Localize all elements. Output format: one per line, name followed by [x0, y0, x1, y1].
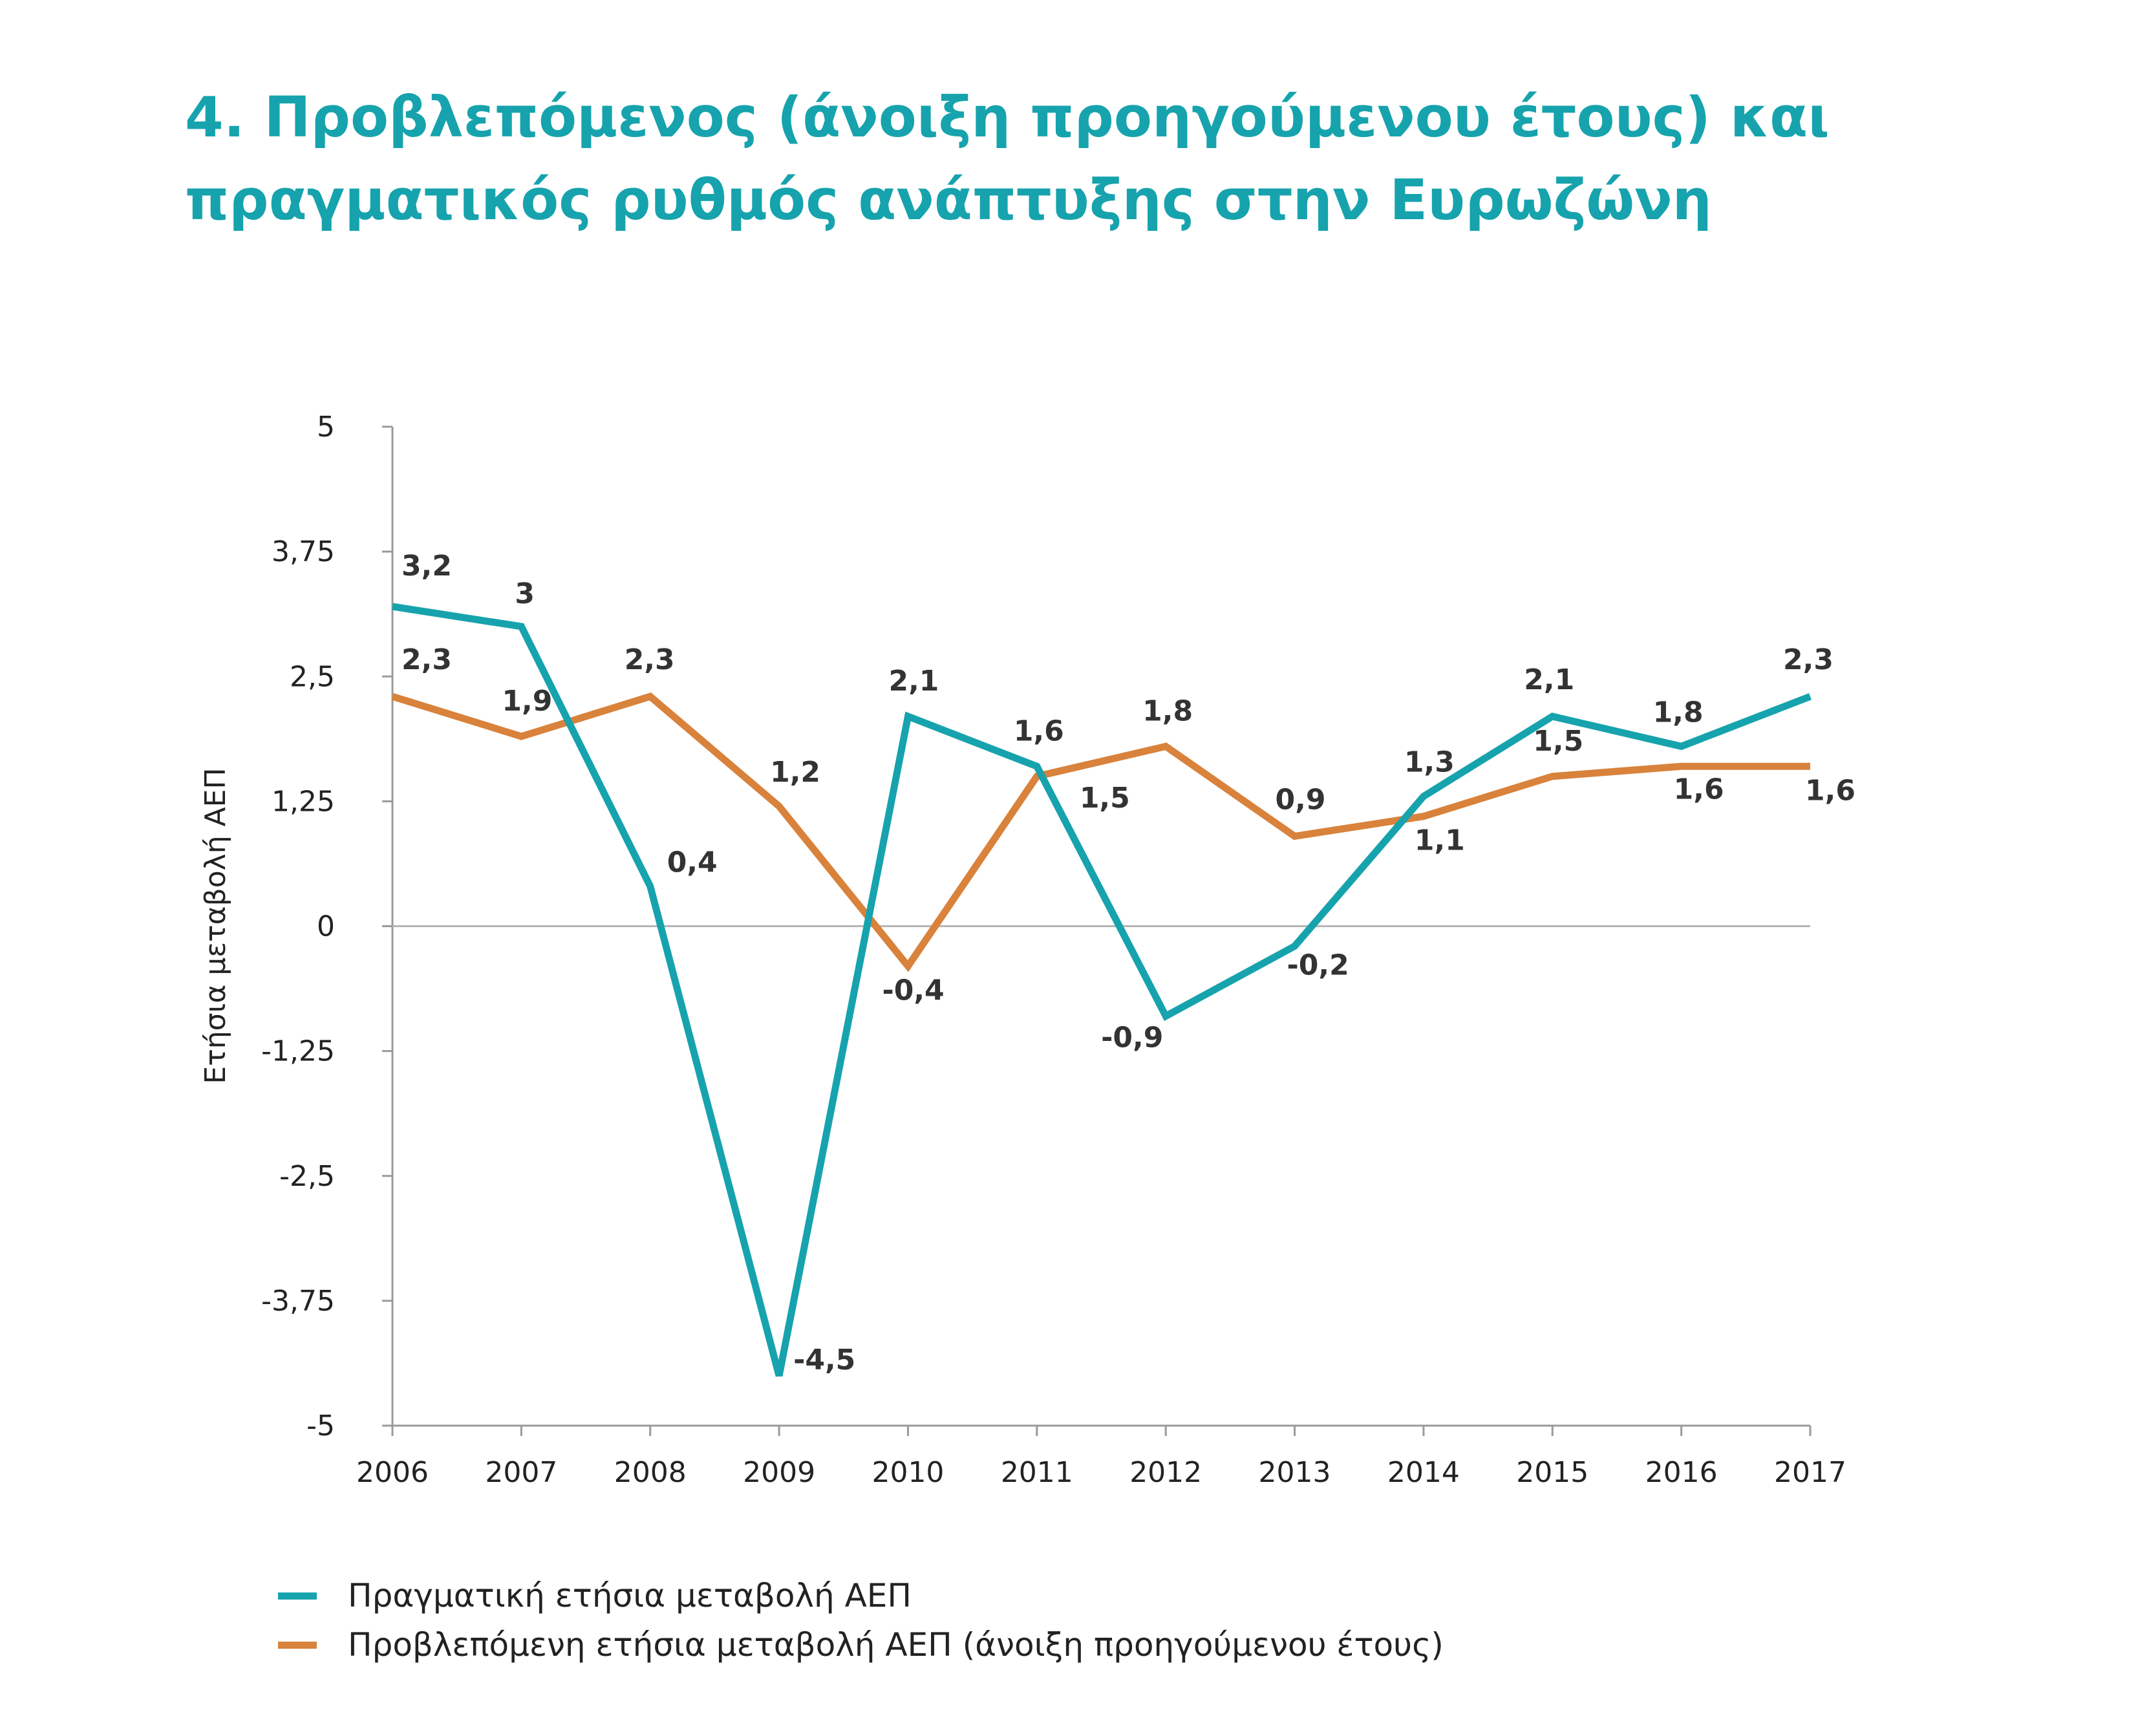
data-label-forecast: 1,6	[1805, 774, 1855, 807]
y-tick-label: 1,25	[272, 785, 335, 818]
data-label-forecast: 1,2	[770, 756, 820, 789]
data-label-actual: 2,1	[888, 665, 939, 698]
data-label-actual: 3,2	[401, 550, 452, 583]
x-tick-label: 2011	[1001, 1456, 1073, 1489]
data-label-actual: 2,1	[1524, 663, 1574, 696]
x-tick-label: 2007	[485, 1456, 557, 1489]
y-tick-label: 5	[317, 411, 335, 444]
x-tick-label: 2008	[614, 1456, 687, 1489]
y-tick-label: -1,25	[261, 1035, 335, 1068]
chart-title-line-1: 4. Προβλεπόμενος (άνοιξη προηγούμενου έτ…	[185, 85, 1830, 150]
legend: Πραγματική ετήσια μεταβολή ΑΕΠ Προβλεπόμ…	[278, 1571, 1444, 1669]
legend-swatch-forecast	[278, 1641, 317, 1649]
x-tick-label: 2009	[743, 1456, 815, 1489]
x-tick-label: 2014	[1387, 1456, 1460, 1489]
legend-item-forecast: Προβλεπόμενη ετήσια μεταβολή ΑΕΠ (άνοιξη…	[278, 1620, 1444, 1669]
data-label-forecast: 2,3	[625, 643, 675, 676]
y-tick-label: 2,5	[290, 660, 335, 693]
data-label-forecast: 2,3	[401, 643, 452, 676]
data-label-forecast: -0,4	[882, 974, 944, 1007]
data-label-forecast: 1,5	[1533, 725, 1583, 758]
x-tick-label: 2010	[871, 1456, 944, 1489]
data-label-actual: 1,3	[1404, 746, 1455, 779]
data-label-actual: -0,9	[1101, 1022, 1163, 1055]
data-label-forecast: 1,1	[1415, 824, 1465, 857]
chart-title-line-2: πραγματικός ρυθμός ανάπτυξης στην Ευρωζώ…	[185, 168, 1712, 233]
x-tick-label: 2017	[1774, 1456, 1846, 1489]
x-tick-label: 2006	[356, 1456, 429, 1489]
data-label-forecast: 1,8	[1142, 694, 1193, 727]
data-label-forecast: 0,9	[1276, 783, 1326, 816]
legend-label-actual: Πραγματική ετήσια μεταβολή ΑΕΠ	[348, 1577, 912, 1614]
legend-label-forecast: Προβλεπόμενη ετήσια μεταβολή ΑΕΠ (άνοιξη…	[348, 1626, 1444, 1664]
chart-title: 4. Προβλεπόμενος (άνοιξη προηγούμενου έτ…	[185, 76, 1995, 242]
data-label-forecast: 1,6	[1674, 773, 1724, 806]
data-label-forecast: 1,9	[502, 685, 552, 718]
data-label-actual: 1,6	[1014, 714, 1064, 747]
series-line-actual	[392, 603, 1812, 1377]
series-line-forecast	[391, 692, 1810, 972]
data-label-actual: -0,2	[1287, 948, 1349, 981]
x-tick-label: 2013	[1259, 1456, 1331, 1489]
legend-item-actual: Πραγματική ετήσια μεταβολή ΑΕΠ	[278, 1571, 1444, 1620]
data-label-actual: -4,5	[793, 1344, 855, 1377]
data-label-actual: 2,3	[1783, 643, 1833, 676]
x-tick-label: 2012	[1129, 1456, 1202, 1489]
y-tick-label: 3,75	[272, 535, 335, 568]
legend-swatch-actual	[278, 1592, 317, 1600]
x-tick-label: 2015	[1516, 1456, 1588, 1489]
y-tick-label: -5	[306, 1409, 335, 1442]
data-label-actual: 1,8	[1653, 696, 1704, 729]
data-label-actual: 0,4	[667, 846, 718, 879]
y-tick-label: -2,5	[279, 1160, 335, 1193]
data-label-forecast: 1,5	[1080, 782, 1130, 815]
data-label-actual: 3	[515, 577, 535, 610]
y-tick-label: 0	[317, 910, 335, 943]
y-axis-label: Ετήσια μεταβολή ΑΕΠ	[199, 767, 232, 1084]
x-tick-label: 2016	[1645, 1456, 1718, 1489]
y-tick-label: -3,75	[261, 1285, 335, 1318]
